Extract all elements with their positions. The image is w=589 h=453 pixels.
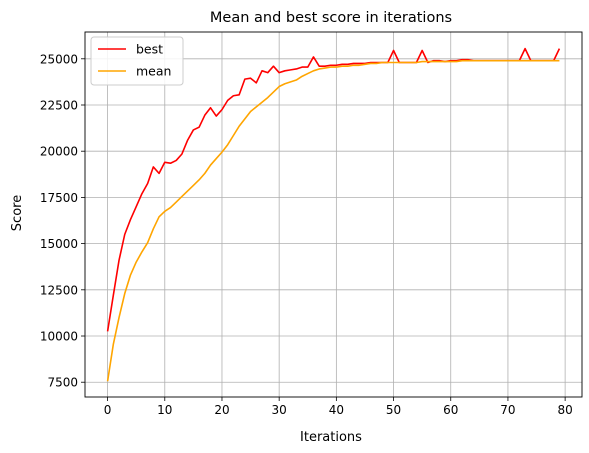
y-tick-label: 22500	[40, 99, 78, 113]
chart-title: Mean and best score in iterations	[210, 10, 452, 26]
x-axis-label: Iterations	[300, 430, 362, 445]
y-tick-label: 20000	[40, 145, 78, 159]
legend: best mean	[90, 36, 184, 86]
grid-lines	[85, 32, 582, 397]
y-tick-label: 7500	[47, 376, 78, 390]
legend-label-best: best	[136, 42, 163, 57]
axis-ticks: 0 10 20 30 40 50 60 70 80 7500 10000 12500 15000 1750…	[40, 52, 573, 417]
x-tick-label: 20	[214, 403, 229, 417]
x-tick-label: 40	[329, 403, 344, 417]
y-tick-label: 17500	[40, 191, 78, 205]
y-tick-label: 15000	[40, 237, 78, 251]
plot-frame	[84, 31, 583, 398]
y-tick-label: 12500	[40, 283, 78, 297]
x-tick-label: 60	[443, 403, 458, 417]
x-tick-label: 70	[500, 403, 515, 417]
series-line-mean	[106, 59, 560, 382]
x-tick-label: 50	[386, 403, 401, 417]
series-lines	[106, 47, 561, 382]
x-tick-label: 0	[104, 403, 112, 417]
y-axis-label: Score	[10, 195, 25, 231]
y-tick-label: 25000	[40, 52, 78, 66]
x-tick-label: 80	[557, 403, 572, 417]
legend-label-mean: mean	[136, 64, 171, 79]
x-tick-label: 30	[272, 403, 287, 417]
x-tick-label: 10	[157, 403, 172, 417]
y-tick-label: 10000	[40, 330, 78, 344]
